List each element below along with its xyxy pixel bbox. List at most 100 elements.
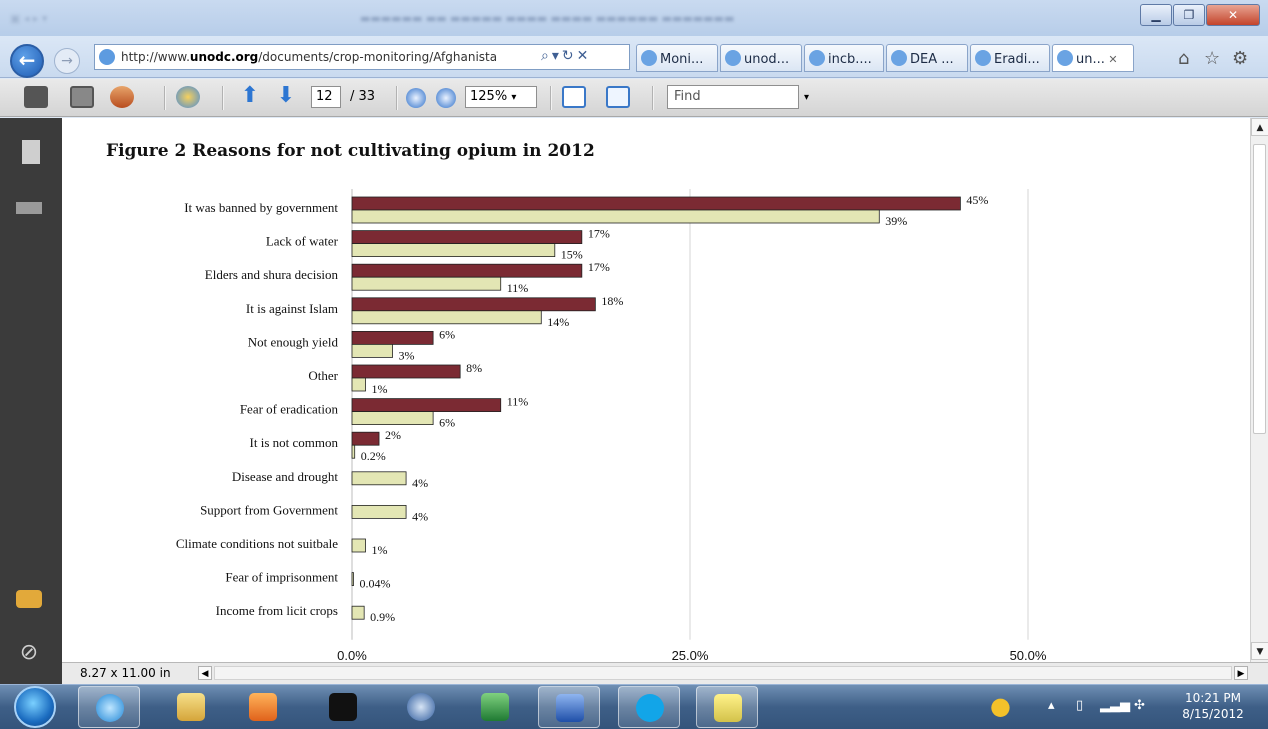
bar xyxy=(351,276,502,291)
fit-width-icon[interactable] xyxy=(562,86,586,108)
taskbar-hp-app[interactable] xyxy=(390,686,452,728)
show-hidden-icons-icon[interactable]: ▴ xyxy=(1048,698,1055,713)
tab-label: un... xyxy=(1076,52,1105,67)
folder-icon xyxy=(177,693,205,721)
tab-favicon-icon xyxy=(1057,50,1073,66)
word-icon xyxy=(556,694,584,722)
taskbar-sticky-notes[interactable] xyxy=(696,686,758,728)
x-tick-label: 0.0% xyxy=(337,648,367,663)
network-icon[interactable]: ✣ xyxy=(1134,698,1145,713)
browser-tab[interactable]: DEA ... xyxy=(886,44,968,72)
browser-tab[interactable]: un... ✕ xyxy=(1052,44,1134,72)
toolbar-separator xyxy=(164,86,166,110)
skype-icon xyxy=(636,694,664,722)
next-page-icon[interactable]: ⬇ xyxy=(276,83,296,108)
action-center-icon[interactable]: ● xyxy=(990,692,1011,720)
browser-tab[interactable]: unod... xyxy=(720,44,802,72)
bar xyxy=(351,297,596,312)
internet-explorer-icon xyxy=(96,694,124,722)
zoom-out-icon[interactable] xyxy=(406,88,426,108)
bar-value-label: 3% xyxy=(399,348,415,362)
scroll-right-icon[interactable]: ▶ xyxy=(1234,666,1248,680)
bar-value-label: 4% xyxy=(412,476,428,490)
find-options-chevron-icon[interactable]: ▾ xyxy=(804,92,810,103)
bar xyxy=(351,196,961,211)
forward-button[interactable]: → xyxy=(54,48,80,74)
url-text[interactable]: http://www.unodc.org/documents/crop-moni… xyxy=(121,50,498,64)
category-label: Support from Government xyxy=(200,502,338,517)
bar xyxy=(351,444,356,459)
bar xyxy=(351,504,407,519)
vertical-scrollbar[interactable]: ▲ ▼ xyxy=(1250,118,1268,662)
tab-close-icon[interactable]: ✕ xyxy=(1104,53,1118,66)
scroll-down-icon[interactable]: ▼ xyxy=(1251,642,1268,660)
tab-label: incb.... xyxy=(828,52,872,67)
bar-value-label: 0.9% xyxy=(370,610,395,624)
taskbar-internet-explorer[interactable] xyxy=(78,686,140,728)
print-icon[interactable] xyxy=(24,86,48,108)
save-icon[interactable] xyxy=(70,86,94,108)
bar-value-label: 0.2% xyxy=(361,449,386,463)
comments-icon[interactable] xyxy=(16,590,42,608)
favorites-icon[interactable]: ☆ xyxy=(1204,48,1221,69)
start-button[interactable] xyxy=(14,686,56,728)
bar xyxy=(351,572,354,586)
share-icon[interactable] xyxy=(110,86,134,108)
maximize-button[interactable]: ❐ xyxy=(1173,4,1205,26)
bar xyxy=(351,243,556,258)
back-button[interactable]: ← xyxy=(10,44,44,78)
tab-favicon-icon xyxy=(891,50,907,66)
taskbar-skype[interactable] xyxy=(618,686,680,728)
zoom-select[interactable]: 125% ▾ xyxy=(465,86,537,108)
paperclip-icon[interactable]: ⊘ xyxy=(19,640,39,665)
bar-value-label: 4% xyxy=(412,509,428,523)
collaborate-icon[interactable] xyxy=(176,86,200,108)
taskbar-word[interactable] xyxy=(538,686,600,728)
category-label: Climate conditions not suitbale xyxy=(176,536,338,551)
browser-tab[interactable]: incb.... xyxy=(804,44,884,72)
system-clock[interactable]: 10:21 PM 8/15/2012 xyxy=(1168,690,1258,722)
zoom-in-icon[interactable] xyxy=(436,88,456,108)
sticky-notes-icon xyxy=(714,694,742,722)
battery-icon[interactable]: ▯ xyxy=(1076,698,1084,713)
pages-icon[interactable] xyxy=(22,140,40,164)
tab-label: unod... xyxy=(744,52,790,67)
signal-icon[interactable]: ▂▃▅ xyxy=(1100,698,1130,713)
bar-value-label: 6% xyxy=(439,416,455,430)
previous-page-icon[interactable]: ⬆ xyxy=(240,83,260,108)
tools-gear-icon[interactable]: ⚙ xyxy=(1232,48,1249,69)
bar-value-label: 14% xyxy=(547,315,569,329)
tab-label: DEA ... xyxy=(910,52,954,67)
address-controls[interactable]: ⌕▾↻✕ xyxy=(541,48,591,64)
minimize-button[interactable]: ▁ xyxy=(1140,4,1172,26)
bar-value-label: 0.04% xyxy=(360,577,391,591)
browser-tab[interactable]: Eradi... xyxy=(970,44,1050,72)
clock-time: 10:21 PM xyxy=(1185,691,1241,705)
bar xyxy=(351,230,583,245)
scroll-up-icon[interactable]: ▲ xyxy=(1251,118,1268,136)
taskbar-file-explorer[interactable] xyxy=(160,686,222,728)
page-number-input[interactable]: 12 xyxy=(311,86,341,108)
find-input[interactable]: Find xyxy=(667,85,799,109)
refresh-icon[interactable]: ↻ xyxy=(561,48,577,64)
category-label: It is against Islam xyxy=(246,301,338,316)
scroll-thumb[interactable] xyxy=(1253,144,1266,434)
bar-value-label: 6% xyxy=(439,327,455,341)
taskbar-excel[interactable] xyxy=(464,686,526,728)
home-icon[interactable]: ⌂ xyxy=(1178,48,1190,69)
stop-icon[interactable]: ✕ xyxy=(576,48,592,64)
fit-page-icon[interactable] xyxy=(606,86,630,108)
horizontal-scrollbar[interactable] xyxy=(214,666,1232,680)
browser-tab[interactable]: Moni... xyxy=(636,44,718,72)
taskbar-home-app[interactable] xyxy=(312,686,374,728)
taskbar-media-player[interactable] xyxy=(232,686,294,728)
toolbar-separator xyxy=(396,86,398,110)
search-icon[interactable]: ⌕ xyxy=(541,48,552,64)
address-bar[interactable]: http://www.unodc.org/documents/crop-moni… xyxy=(94,44,630,70)
attachments-binoculars-icon[interactable] xyxy=(16,202,42,214)
bar xyxy=(351,398,502,413)
scroll-left-icon[interactable]: ◀ xyxy=(198,666,212,680)
bar-value-label: 45% xyxy=(966,193,988,207)
dropdown-icon[interactable]: ▾ xyxy=(551,48,562,64)
close-window-button[interactable]: ✕ xyxy=(1206,4,1260,26)
